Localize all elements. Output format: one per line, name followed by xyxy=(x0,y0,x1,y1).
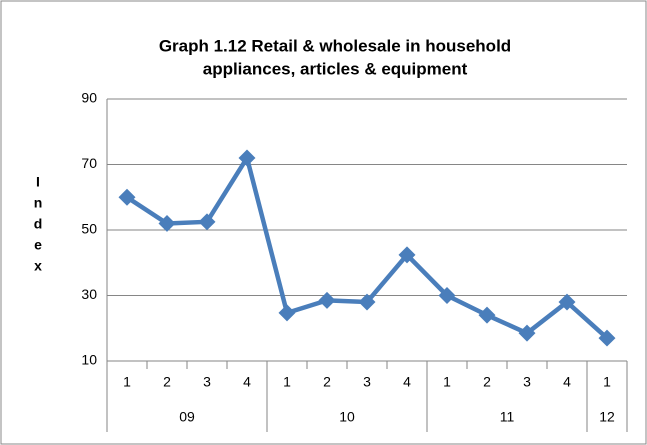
x-tick-label: 1 xyxy=(283,374,291,390)
x-tick-label: 2 xyxy=(323,374,331,390)
marker xyxy=(438,287,456,304)
marker xyxy=(238,149,256,167)
x-tick-label: 4 xyxy=(243,374,251,390)
x-tick-label: 3 xyxy=(203,374,211,390)
y-axis-label: x xyxy=(34,258,42,274)
x-tick-label: 2 xyxy=(163,374,171,390)
y-axis-label: d xyxy=(34,216,43,232)
marker xyxy=(318,291,336,309)
marker xyxy=(518,324,536,342)
marker xyxy=(358,293,376,311)
marker xyxy=(478,306,496,324)
x-group-label: 10 xyxy=(339,409,355,425)
chart-title: Graph 1.12 Retail & wholesale in househo… xyxy=(159,36,511,55)
x-group-label: 09 xyxy=(179,409,195,425)
marker xyxy=(558,293,576,311)
x-tick-label: 1 xyxy=(443,374,451,390)
y-tick-label: 10 xyxy=(81,352,97,368)
y-tick-label: 50 xyxy=(81,221,97,237)
marker xyxy=(198,213,216,231)
y-axis-label: n xyxy=(34,195,43,211)
marker xyxy=(598,329,616,347)
chart-title: appliances, articles & equipment xyxy=(203,59,468,78)
x-tick-label: 3 xyxy=(523,374,531,390)
y-tick-label: 70 xyxy=(81,155,97,171)
y-axis-label: I xyxy=(36,174,40,190)
x-tick-label: 4 xyxy=(563,374,571,390)
x-tick-label: 1 xyxy=(123,374,131,390)
y-tick-label: 90 xyxy=(81,90,97,106)
x-group-label: 11 xyxy=(500,409,515,425)
marker xyxy=(398,246,416,264)
x-tick-label: 4 xyxy=(403,374,411,390)
marker xyxy=(118,188,136,206)
y-tick-label: 30 xyxy=(81,286,97,302)
x-tick-label: 3 xyxy=(363,374,371,390)
x-tick-label: 1 xyxy=(603,374,611,390)
y-axis-label: e xyxy=(34,237,42,253)
marker xyxy=(278,304,296,322)
marker xyxy=(158,214,176,232)
x-tick-label: 2 xyxy=(483,374,491,390)
x-group-label: 12 xyxy=(599,409,615,425)
